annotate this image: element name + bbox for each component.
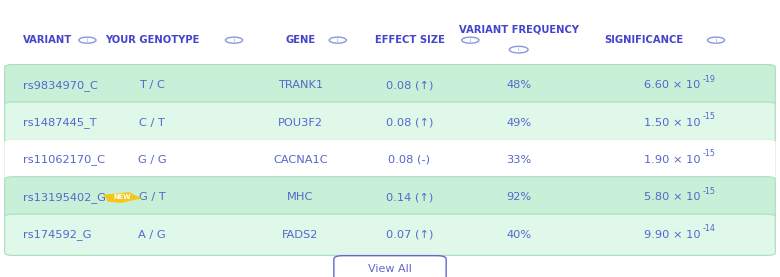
Text: -19: -19 [703,75,716,84]
Text: 33%: 33% [506,155,531,165]
Text: C / T: C / T [139,117,165,128]
FancyBboxPatch shape [334,256,446,277]
Text: 1.90 × 10: 1.90 × 10 [644,155,700,165]
Text: 9.90 × 10: 9.90 × 10 [644,230,700,240]
Text: EFFECT SIZE: EFFECT SIZE [374,35,445,45]
Text: -14: -14 [703,224,716,233]
Text: YOUR GENOTYPE: YOUR GENOTYPE [105,35,199,45]
Text: A / G: A / G [138,230,166,240]
Text: GENE: GENE [285,35,315,45]
Text: -15: -15 [703,149,716,158]
Text: 0.08 (↑): 0.08 (↑) [386,80,433,90]
Text: View All: View All [368,264,412,274]
Text: -15: -15 [703,187,716,196]
Text: VARIANT FREQUENCY: VARIANT FREQUENCY [459,25,579,35]
Text: SIGNIFICANCE: SIGNIFICANCE [604,35,683,45]
FancyBboxPatch shape [5,65,775,106]
Text: 0.14 (↑): 0.14 (↑) [386,192,433,202]
Text: i: i [337,38,339,43]
Text: i: i [518,47,519,52]
Text: rs174592_G: rs174592_G [23,229,92,240]
Text: 92%: 92% [506,192,531,202]
Text: rs11062170_C: rs11062170_C [23,155,105,165]
Text: rs9834970_C: rs9834970_C [23,80,98,91]
FancyBboxPatch shape [5,139,775,181]
FancyBboxPatch shape [5,214,775,255]
Text: -15: -15 [703,112,716,121]
Text: POU3F2: POU3F2 [278,117,323,128]
Text: rs13195402_G: rs13195402_G [23,192,106,203]
Text: CACNA1C: CACNA1C [273,155,328,165]
Text: MHC: MHC [287,192,314,202]
Text: 48%: 48% [506,80,531,90]
FancyBboxPatch shape [5,102,775,143]
Text: 1.50 × 10: 1.50 × 10 [644,117,700,128]
Text: TRANK1: TRANK1 [278,80,323,90]
Text: NEW: NEW [113,194,130,200]
Text: i: i [715,38,717,43]
Text: 6.60 × 10: 6.60 × 10 [644,80,700,90]
Text: rs1487445_T: rs1487445_T [23,117,97,128]
Text: T / C: T / C [139,80,165,90]
Text: i: i [87,38,88,43]
Text: G / T: G / T [139,192,165,202]
Text: 40%: 40% [506,230,531,240]
Text: i: i [470,38,471,43]
Text: i: i [233,38,235,43]
FancyBboxPatch shape [5,177,775,218]
Text: VARIANT: VARIANT [23,35,73,45]
Text: G / G: G / G [138,155,166,165]
Text: 0.08 (-): 0.08 (-) [388,155,431,165]
Text: FADS2: FADS2 [282,230,318,240]
Text: 49%: 49% [506,117,531,128]
Text: 5.80 × 10: 5.80 × 10 [644,192,700,202]
Text: 0.07 (↑): 0.07 (↑) [386,230,433,240]
Polygon shape [103,192,144,203]
Text: 0.08 (↑): 0.08 (↑) [386,117,433,128]
